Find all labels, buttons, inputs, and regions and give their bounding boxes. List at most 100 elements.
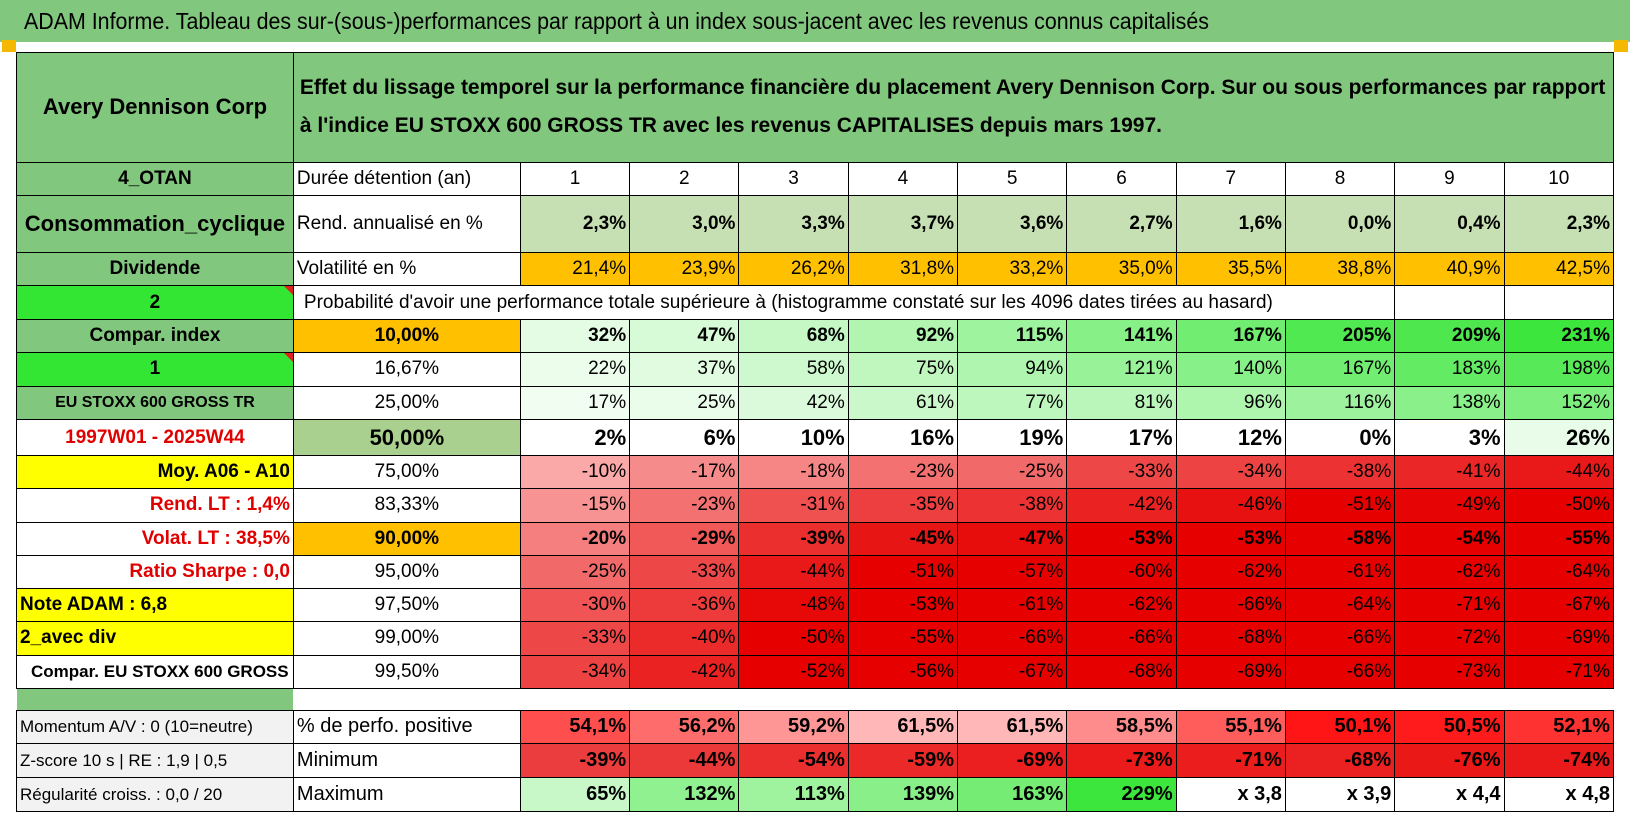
table-body: Avery Dennison Corp Effet du lissage tem… xyxy=(16,52,1615,812)
perf-cell: -44% xyxy=(738,555,849,590)
perf-cell: 6% xyxy=(629,419,740,457)
minimum-cell: -68% xyxy=(1284,743,1396,779)
perf-cell: -23% xyxy=(847,455,959,489)
maximum-row: Régularité croiss. : 0,0 / 20 Maximum 65% 1… xyxy=(16,777,1615,812)
perf-cell: -23% xyxy=(629,487,740,523)
performance-table: Avery Dennison Corp Effet du lissage tem… xyxy=(16,52,1615,812)
perf-cell: 138% xyxy=(1394,385,1505,421)
perf-cell: -52% xyxy=(738,654,849,690)
perf-cell: -38% xyxy=(1284,455,1396,489)
perf-cell: 61% xyxy=(847,385,959,421)
maximum-cell: 65% xyxy=(519,777,631,812)
perf-cell: -50% xyxy=(1503,487,1615,523)
minimum-cell: -76% xyxy=(1394,743,1505,779)
company-name: Avery Dennison Corp xyxy=(16,52,294,163)
perf-cell: 16% xyxy=(847,419,959,457)
rend-cell: 3,3% xyxy=(738,194,849,253)
perf-cell: -68% xyxy=(1175,620,1286,656)
table-row: 1 16,67% 22% 37% 58% 75% 94% 121% 140% 167% 183% 19… xyxy=(16,351,1615,387)
year-cell: 1 xyxy=(519,161,631,196)
rend-cell: 2,3% xyxy=(1503,194,1615,253)
maximum-cell: 163% xyxy=(957,777,1068,812)
perf-cell: 231% xyxy=(1503,319,1615,353)
perf-cell: 121% xyxy=(1066,351,1177,387)
perf-cell: -61% xyxy=(957,588,1068,622)
perf-cell: 25% xyxy=(629,385,740,421)
perf-cell: -61% xyxy=(1284,555,1396,590)
volat-label: Volatilité en % xyxy=(292,251,521,287)
perf-cell: 17% xyxy=(519,385,631,421)
rend-cell: 0,4% xyxy=(1394,194,1505,253)
volat-cell: 26,2% xyxy=(738,251,849,287)
table-row: EU STOXX 600 GROSS TR 25,00% 17% 25% 42% 61% 7… xyxy=(16,385,1615,421)
rend-cell: 3,6% xyxy=(957,194,1068,253)
year-cell: 10 xyxy=(1503,161,1615,196)
perf-cell: -38% xyxy=(957,487,1068,523)
percentile-cell: 95,00% xyxy=(292,555,521,590)
volat-cell: 31,8% xyxy=(847,251,959,287)
perf-cell: -56% xyxy=(847,654,959,690)
perf-cell: -66% xyxy=(1175,588,1286,622)
volat-cell: 35,5% xyxy=(1175,251,1286,287)
left-label-index-name: EU STOXX 600 GROSS TR xyxy=(16,385,294,421)
maximum-cell: x 3,9 xyxy=(1284,777,1396,812)
left-label-avec-div: 2_avec div xyxy=(16,620,294,656)
perf-cell: 68% xyxy=(738,319,849,353)
table-row: 1997W01 - 2025W44 50,00% 2% 6% 10% 16% 19% 17% 1… xyxy=(16,419,1615,457)
perf-cell: -62% xyxy=(1066,588,1177,622)
sector-label: Consommation_cyclique xyxy=(16,194,294,253)
perf-cell: -53% xyxy=(1175,521,1286,557)
maximum-cell: x 4,4 xyxy=(1394,777,1505,812)
perf-cell: -60% xyxy=(1066,555,1177,590)
positive-cell: 50,5% xyxy=(1394,709,1505,745)
perf-cell: 115% xyxy=(957,319,1068,353)
percentile-cell: 25,00% xyxy=(292,385,521,421)
otan-label: 4_OTAN xyxy=(16,161,294,196)
left-label-note: Note ADAM : 6,8 xyxy=(16,588,294,622)
proba-text: Probabilité d'avoir une performance tota… xyxy=(292,285,1395,321)
perf-cell: 140% xyxy=(1175,351,1286,387)
left-label-moy: Moy. A06 - A10 xyxy=(16,455,294,489)
perf-cell: 2% xyxy=(519,419,631,457)
perf-cell: -51% xyxy=(847,555,959,590)
table-row: Volat. LT : 38,5% 90,00% -20% -29% -39% -45% -… xyxy=(16,521,1615,557)
left-label-regularite: Régularité croiss. : 0,0 / 20 xyxy=(16,777,294,812)
empty-cell xyxy=(1503,285,1615,321)
table-row: 2_avec div 99,00% -33% -40% -50% -55% -66% -66%… xyxy=(16,620,1615,656)
positive-cell: 55,1% xyxy=(1175,709,1286,745)
perf-cell: 10% xyxy=(738,419,849,457)
perf-cell: -73% xyxy=(1394,654,1505,690)
percentile-cell: 99,00% xyxy=(292,620,521,656)
year-cell: 2 xyxy=(629,161,740,196)
left-label-zscore: Z-score 10 s | RE : 1,9 | 0,5 xyxy=(16,743,294,779)
volat-row: Dividende Volatilité en % 21,4% 23,9% 26,2… xyxy=(16,251,1615,287)
perf-cell: -55% xyxy=(1503,521,1615,557)
table-row: Compar. index 10,00% 32% 47% 68% 92% 115% 141% 1… xyxy=(16,319,1615,353)
perf-cell: -72% xyxy=(1394,620,1505,656)
years-label: Durée détention (an) xyxy=(292,161,521,196)
rend-cell: 2,3% xyxy=(519,194,631,253)
perf-cell: -50% xyxy=(738,620,849,656)
minimum-cell: -73% xyxy=(1066,743,1177,779)
perf-cell: 205% xyxy=(1284,319,1396,353)
table-row: Rend. LT : 1,4% 83,33% -15% -23% -31% -35% -38… xyxy=(16,487,1615,523)
volat-cell: 23,9% xyxy=(629,251,740,287)
perf-cell: 42% xyxy=(738,385,849,421)
perf-cell: -34% xyxy=(519,654,631,690)
minimum-cell: -74% xyxy=(1503,743,1615,779)
perf-cell: 32% xyxy=(519,319,631,353)
perf-cell: -66% xyxy=(1066,620,1177,656)
volat-cell: 38,8% xyxy=(1284,251,1396,287)
year-cell: 6 xyxy=(1066,161,1177,196)
year-cell: 7 xyxy=(1175,161,1286,196)
perf-cell: 209% xyxy=(1394,319,1505,353)
perf-cell: 47% xyxy=(629,319,740,353)
perf-cell: -68% xyxy=(1066,654,1177,690)
perf-cell: 75% xyxy=(847,351,959,387)
percentile-cell: 10,00% xyxy=(292,319,521,353)
perf-cell: 0% xyxy=(1284,419,1396,457)
rend-row: Consommation_cyclique Rend. annualisé en… xyxy=(16,194,1615,253)
percentile-cell: 83,33% xyxy=(292,487,521,523)
perf-cell: -48% xyxy=(738,588,849,622)
perf-cell: -69% xyxy=(1175,654,1286,690)
